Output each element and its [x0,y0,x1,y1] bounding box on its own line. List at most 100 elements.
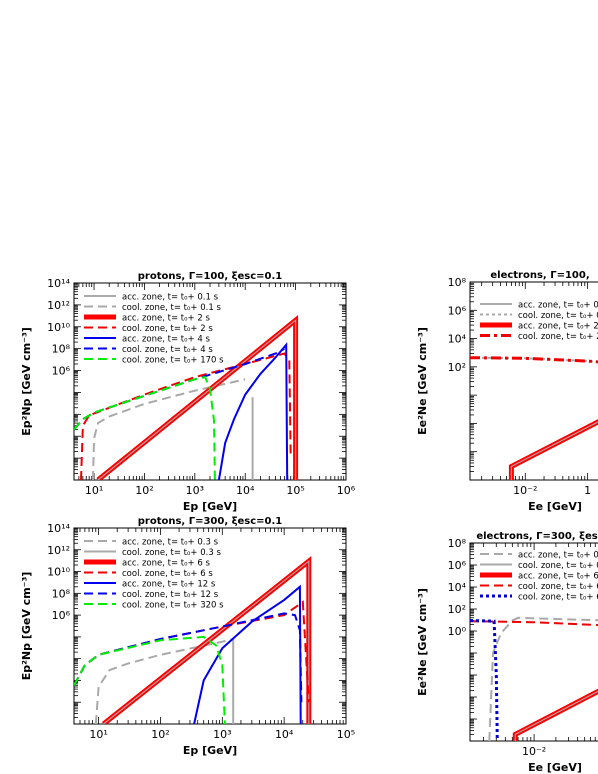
legend-label: acc. zone, t= t₀+ 6 s [518,572,598,582]
x-tick-label: 10⁴ [275,728,294,741]
series-line-core [97,318,297,480]
y-tick-label: 10⁶ [448,304,467,317]
series-group [470,356,598,480]
legend-label: cool. zone, t= t₀+ 0.1 s [122,303,221,313]
x-tick-label: 10³ [213,728,231,741]
legend-label: acc. zone, t= t₀+ 12 s [122,580,216,590]
series-line [488,616,598,741]
y-axis-label: Ee²Ne [GeV cm⁻³] [416,327,429,435]
series-line [470,619,499,741]
legend-label: acc. zone, t= t₀+ 0.3 s [518,551,598,561]
series-group [74,556,312,724]
legend-label: cool. zone, t= t₀+ 2 s [122,324,213,334]
series-line [94,638,234,724]
series-line [74,375,216,480]
series-line [512,688,598,741]
series-line-core [103,559,310,724]
x-axis-label: Ee [GeV] [528,761,582,774]
legend-label: acc. zone, t= t₀+ 2 s [122,314,210,324]
legend-label: acc. zone, t= t₀+ 0.3 s [122,538,219,548]
x-tick-label: 10⁵ [337,728,355,741]
series-line [508,419,598,480]
y-tick-label: 10⁸ [448,537,467,550]
legend-label: cool. zone, t= t₀+ 0.3 s [122,548,221,558]
legend-label: cool. zone, t= t₀+ 6 s [518,582,598,592]
x-tick-label: 10¹ [85,484,103,497]
y-tick-label: 10¹⁰ [47,566,70,579]
x-tick-label: 10² [151,728,169,741]
x-axis-label: Ep [GeV] [183,744,237,757]
legend-label: cool. zone, t= t₀+ 170 s [122,356,224,366]
x-tick-label: 10⁵ [286,484,304,497]
y-tick-label: 10⁴ [448,333,467,346]
chart-title: electrons, Γ=300, ξesc [476,531,598,542]
legend-label: cool. zone, t= t₀+ 0.3 s [518,561,598,571]
plot-frame [469,281,598,481]
legend-label: cool. zone, t= t₀+ 0.1 s [518,311,598,321]
series-line [470,620,598,627]
legend-label: cool. zone, t= t₀+ 6.3 s [518,593,598,603]
series-line [80,352,292,480]
plot-frame [73,527,347,725]
chart-title: protons, Γ=300, ξesc=0.1 [138,516,283,527]
chart-p3: 10¹ 10² 10³ 10⁴ 10⁵ 10⁶ 10⁸ 10¹⁰ 10¹² 10¹⁴ Ep [GeV… [20,516,355,757]
chart-p2: 10⁻² 1 10² 10⁴ 10⁶ 10⁸ Ee [GeV] Ee²Ne [GeV cm⁻³… [416,270,598,513]
x-tick-label: 10⁻² [522,745,546,758]
series-line [470,356,598,364]
y-tick-label: 10¹⁴ [47,522,70,535]
series-line [193,584,302,724]
plot-frame [469,542,598,742]
legend-label: acc. zone, t= t₀+ 4 s [122,335,210,345]
y-tick-label: 10² [448,603,466,616]
ticks [470,543,596,741]
x-tick-label: 1 [584,484,591,497]
legend-label: cool. zone, t= t₀+ 4 s [122,345,213,355]
legend-label: cool. zone, t= t₀+ 6 s [122,569,213,579]
y-tick-label: 10⁶ [52,609,71,622]
y-tick-label: 10⁸ [52,587,71,600]
y-tick-label: 10¹⁰ [47,321,70,334]
y-tick-label: 10¹⁴ [47,277,70,290]
y-tick-label: 10⁸ [448,276,467,289]
series-line-core [510,421,598,480]
x-tick-label: 10³ [186,484,204,497]
legend-label: acc. zone, t= t₀+ 2 s [518,322,598,332]
series-line [74,635,226,724]
y-tick-label: 10⁶ [448,559,467,572]
x-axis-label: Ep [GeV] [183,500,237,513]
series-line [91,378,246,480]
y-axis-label: Ee²Ne [GeV cm⁻³] [416,588,429,696]
y-tick-label: 10¹² [47,299,70,312]
x-tick-label: 10⁴ [236,484,255,497]
legend-label: cool. zone, t= t₀+ 12 s [122,590,219,600]
series-group [74,314,299,480]
chart-title: electrons, Γ=100, [490,270,589,281]
legend-label: acc. zone, t= t₀+ 0.1 s [518,301,598,311]
y-tick-label: 10² [448,361,466,374]
y-tick-label: 10⁰ [448,625,467,638]
chart-title: protons, Γ=100, ξesc=0.1 [138,271,283,282]
y-axis-label: Ep²Np [GeV cm⁻³] [20,572,33,681]
y-tick-label: 10⁸ [52,343,71,356]
series-line [510,420,598,480]
y-axis-label: Ep²Np [GeV cm⁻³] [20,327,33,436]
legend-label: acc. zone, t= t₀+ 0.1 s [122,293,219,303]
x-tick-label: 10¹ [89,728,107,741]
x-tick-label: 10⁻² [513,484,537,497]
series-group [470,616,598,741]
x-axis-label: Ee [GeV] [528,500,582,513]
ticks [74,283,346,480]
x-tick-label: 10² [135,484,153,497]
y-tick-label: 10¹² [47,544,70,557]
chart-p1: 10¹ 10² 10³ 10⁴ 10⁵ 10⁶ 10⁶ 10⁸ 10¹⁰ 10¹² 10¹⁴ Ep [… [20,271,356,513]
legend-label: cool. zone, t= t₀+ 2 s [518,332,598,342]
legend-label: cool. zone, t= t₀+ 320 s [122,601,224,611]
series-line-core [514,690,598,741]
y-tick-label: 10⁶ [52,365,71,378]
chart-p4: 10⁻² 10⁰ 10² 10⁴ 10⁶ 10⁸ Ee [GeV] Ee²Ne [GeV cm… [416,531,598,774]
legend-label: acc. zone, t= t₀+ 6 s [122,559,210,569]
